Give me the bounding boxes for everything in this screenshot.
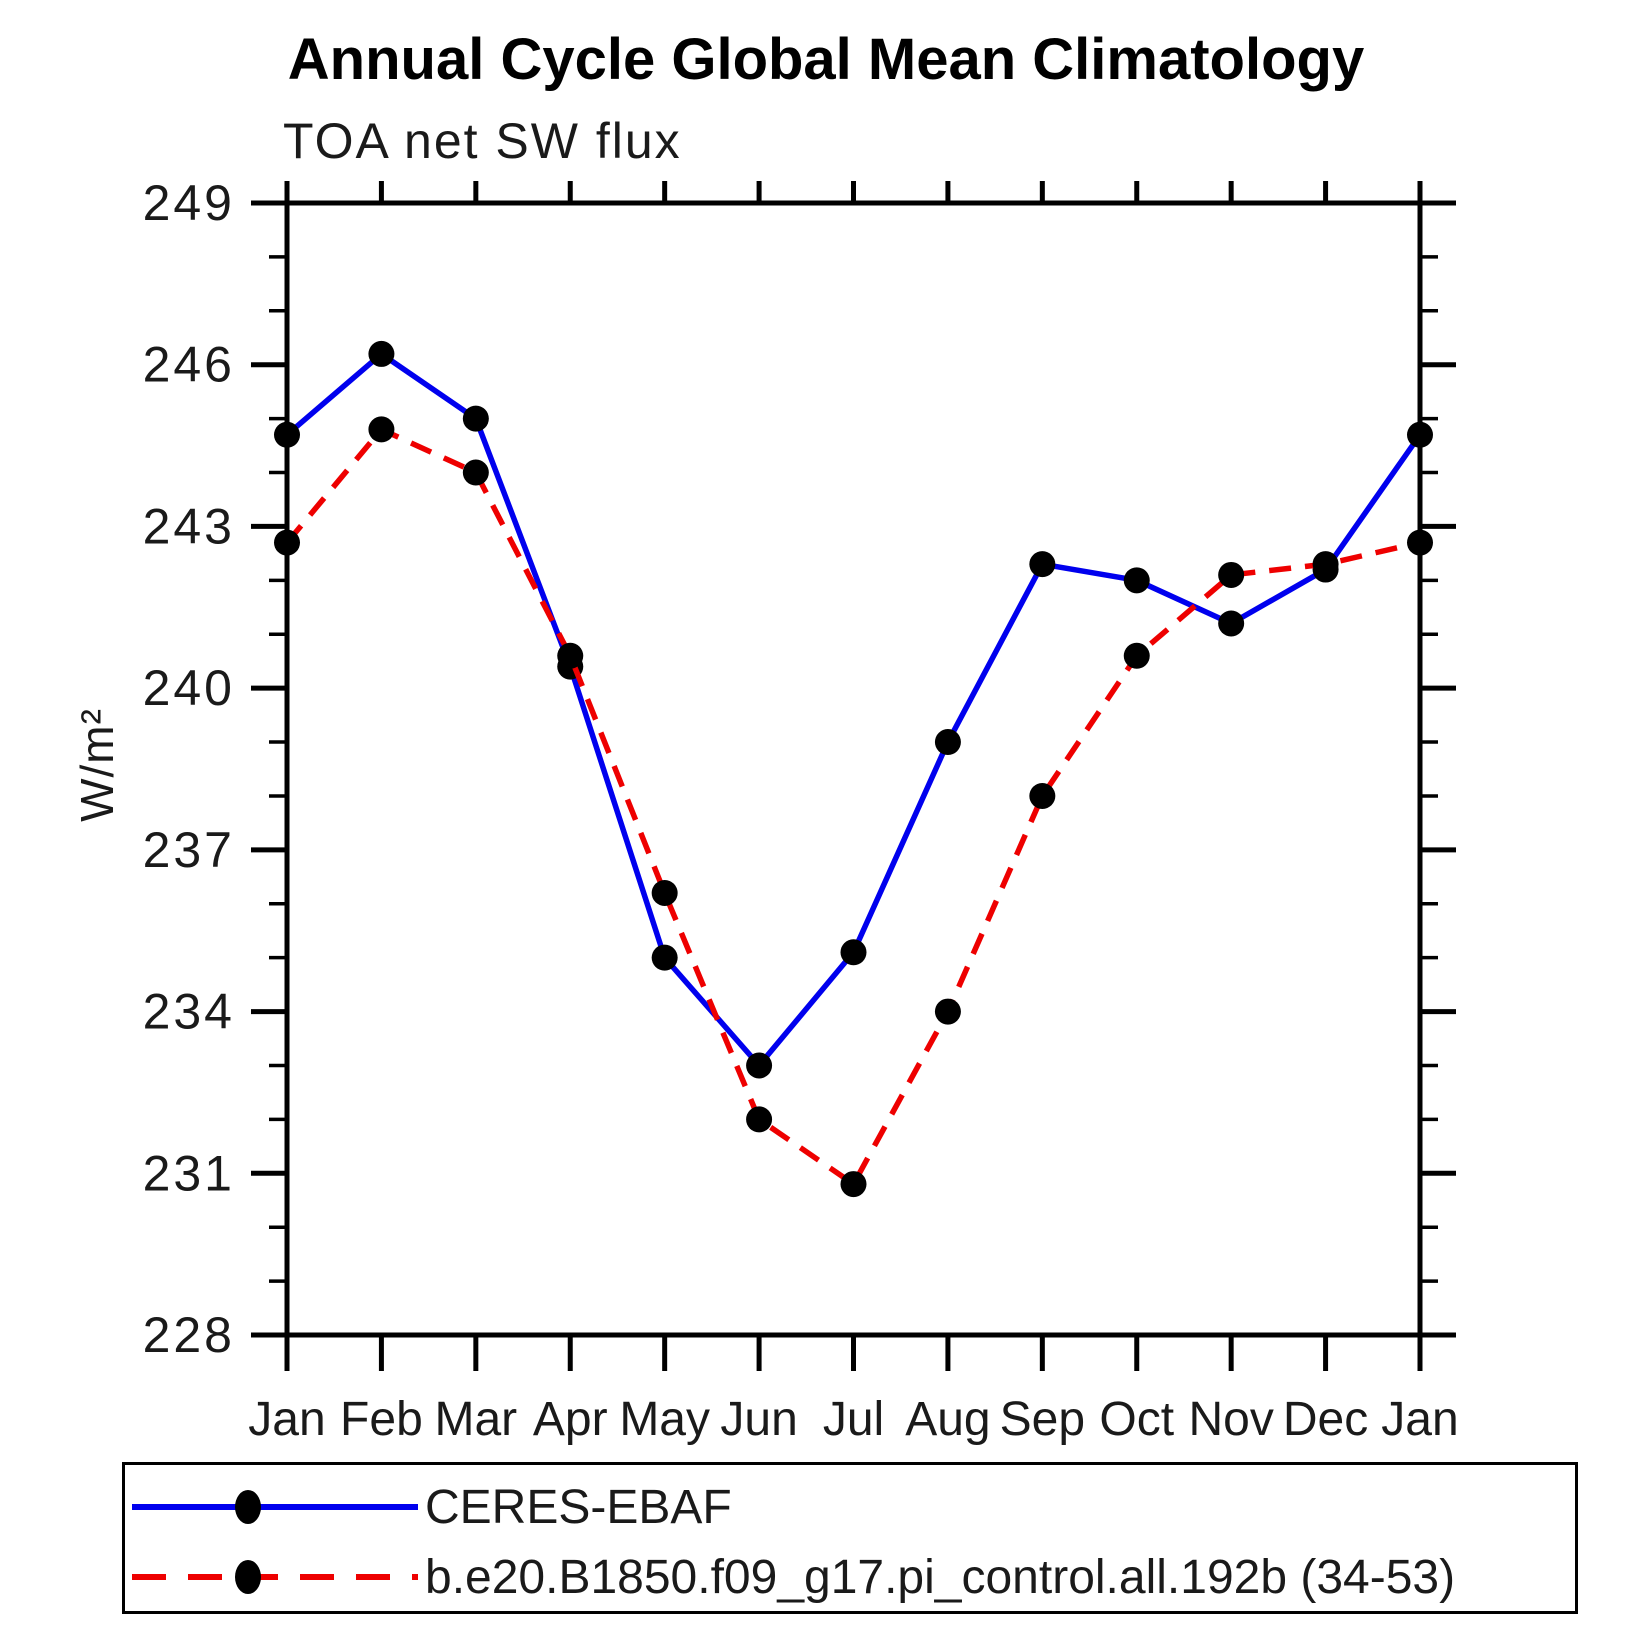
x-axis-tick-label: Nov (1188, 1393, 1273, 1446)
data-point-marker (746, 1052, 773, 1079)
x-axis-tick-label: Jan (1381, 1393, 1458, 1446)
legend-line-sample-solid (132, 1490, 418, 1524)
data-point-marker (1312, 551, 1339, 578)
legend-marker-dot-icon (235, 1490, 261, 1524)
legend-item-model: b.e20.B1850.f09_g17.pi_control.all.192b … (125, 1547, 1575, 1607)
chart-subtitle: TOA net SW flux (283, 113, 682, 169)
data-point-marker (274, 529, 300, 556)
data-point-marker (1123, 642, 1150, 669)
y-axis-tick-label: 243 (143, 498, 235, 554)
legend-item-ceres-ebaf: CERES-EBAF (125, 1477, 1575, 1537)
data-point-marker (1123, 567, 1150, 594)
y-axis-tick-label: 249 (143, 175, 235, 231)
x-axis-tick-label: Oct (1099, 1393, 1174, 1446)
chart-title: Annual Cycle Global Mean Climatology (287, 27, 1365, 92)
plot-frame (284, 200, 1423, 1338)
data-point-marker (934, 998, 961, 1025)
x-axis-tick-label: Feb (340, 1393, 423, 1446)
data-point-marker (934, 729, 961, 756)
data-point-marker (274, 421, 300, 448)
legend: CERES-EBAF b.e20.B1850.f09_g17.pi_contro… (122, 1462, 1578, 1614)
data-point-marker (651, 879, 678, 906)
x-axis-tick-label: Dec (1283, 1393, 1368, 1446)
data-point-marker (368, 340, 395, 367)
y-axis-tick-label: 240 (143, 660, 235, 716)
x-axis-tick-label: Apr (533, 1393, 608, 1446)
y-axis-tick-label: 228 (143, 1307, 235, 1363)
data-point-marker (1407, 529, 1433, 556)
data-point-marker (840, 1171, 867, 1198)
x-axis-tick-label: Jun (720, 1393, 797, 1446)
data-point-marker (368, 416, 395, 443)
legend-marker-dot-icon (235, 1560, 261, 1594)
x-axis-tick-label: May (619, 1393, 710, 1446)
legend-label: CERES-EBAF (425, 1480, 732, 1534)
x-axis-tick-label: Sep (1000, 1393, 1085, 1446)
data-point-marker (462, 405, 489, 432)
data-point-marker (840, 939, 867, 966)
data-point-marker (1029, 782, 1056, 809)
x-axis-tick-label: Jan (248, 1393, 325, 1446)
y-axis-tick-label: 234 (143, 984, 235, 1040)
x-axis-tick-label: Aug (905, 1393, 990, 1446)
legend-line-sample-dashed (132, 1560, 418, 1594)
x-axis-tick-label: Mar (434, 1393, 517, 1446)
data-point-marker (462, 459, 489, 486)
data-point-marker (651, 944, 678, 971)
data-point-marker (1407, 421, 1433, 448)
data-point-marker (1218, 561, 1245, 588)
y-axis-tick-label: 231 (143, 1145, 235, 1201)
legend-label: b.e20.B1850.f09_g17.pi_control.all.192b … (425, 1550, 1456, 1604)
y-axis-tick-label: 237 (143, 822, 235, 878)
data-point-marker (557, 642, 584, 669)
x-axis-tick-label: Jul (823, 1393, 884, 1446)
data-point-marker (1218, 610, 1245, 637)
series-line-model (284, 426, 1421, 1187)
y-axis-tick-label: 246 (143, 337, 235, 393)
data-point-marker (746, 1106, 773, 1133)
data-point-marker (1029, 551, 1056, 578)
